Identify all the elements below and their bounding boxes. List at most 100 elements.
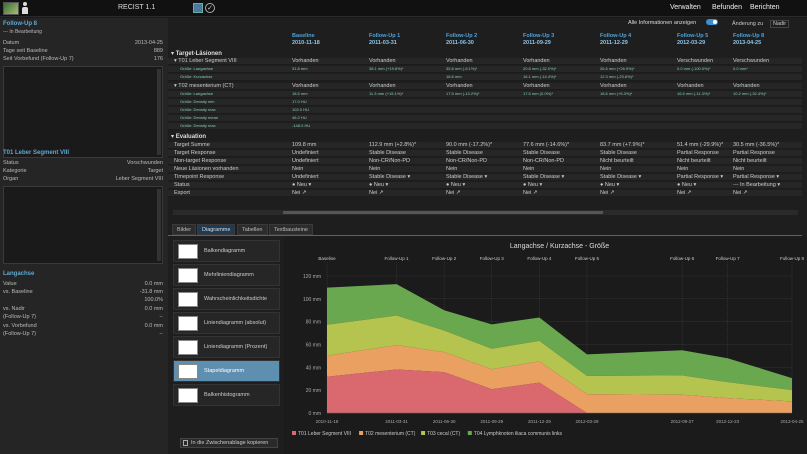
- grid-cell: Partial Response ▾: [733, 174, 780, 180]
- grid-cell: 10.2 mm (-32.4%)*: [733, 91, 767, 96]
- column-header[interactable]: Follow-Up 4 2011-12-29: [600, 33, 632, 46]
- grid-row: [168, 66, 802, 73]
- column-header[interactable]: Follow-Up 3 2011-09-29: [523, 33, 555, 46]
- grid-cell: Stable Disease ▾: [369, 174, 411, 180]
- show-all-toggle[interactable]: [706, 19, 718, 25]
- info-row-since: Seit Vorbefund (Follow-Up 7) 176: [3, 56, 163, 62]
- grid-cell: 31.8 mm: [292, 66, 308, 71]
- column-header[interactable]: Follow-Up 2 2011-06-30: [446, 33, 478, 46]
- grid-cell: Stable Disease ▾: [446, 174, 488, 180]
- stacked-area-chart: Langachse / Kurzachse - Größe 0 mm 20 mm 40…: [292, 243, 804, 437]
- lesion-notes-box[interactable]: [3, 186, 163, 264]
- grid-cell: Nein: [677, 166, 689, 172]
- grid-cell: Export: [174, 190, 190, 196]
- x-tick-label: 2011-03-31: [385, 419, 408, 424]
- menu-berichten[interactable]: Berichten: [750, 4, 780, 11]
- chart-type-density[interactable]: Wahrscheinlichkeitsdichte: [173, 288, 280, 310]
- grid-cell: 90.0 mm (-17.2%)*: [446, 142, 493, 148]
- grid-cell: Stable Disease: [369, 150, 406, 156]
- grid-row: [168, 142, 802, 149]
- column-header[interactable]: Follow-Up 8 2013-04-25: [733, 33, 765, 46]
- grid-cell: Timepoint Response: [174, 174, 225, 180]
- tab-textbausteine[interactable]: Textbausteine: [269, 224, 313, 235]
- grid-cell: 18.6 mm (+6.3%)*: [600, 91, 633, 96]
- grid-cell: Vorhanden: [733, 83, 760, 89]
- chart-type-bar[interactable]: Balkendiagramm: [173, 240, 280, 262]
- grid-cell: Stable Disease: [446, 150, 483, 156]
- grid-cell: Target Summe: [174, 142, 210, 148]
- grid-cell: ● Neu ▾: [369, 182, 389, 188]
- chart-type-histogram[interactable]: Balkenhistogramm: [173, 384, 280, 406]
- settings-icon[interactable]: [193, 3, 203, 13]
- change-to-select[interactable]: Nadir: [770, 20, 790, 28]
- column-header[interactable]: Baseline 2010-11-18: [292, 33, 320, 46]
- grid-cell: Vorhanden: [369, 83, 396, 89]
- app-logo: [3, 2, 19, 15]
- grid-cell: 0.0 mm*: [733, 66, 748, 71]
- grid-cell: Nein: [369, 166, 381, 172]
- grid-cell: 83.7 mm (+7.9%)*: [600, 142, 645, 148]
- grid-cell: 112.9 mm (+2.8%)*: [369, 142, 417, 148]
- grid-cell: 0.0 mm (-100.0%)*: [677, 66, 711, 71]
- y-tick-label: 20 mm: [306, 388, 321, 394]
- y-tick-label: 120 mm: [303, 274, 321, 280]
- column-header[interactable]: Follow-Up 1 2011-03-31: [369, 33, 401, 46]
- status-select[interactable]: --- In Bearbeitung: [3, 29, 42, 35]
- grid-cell: Vorhanden: [523, 58, 550, 64]
- lesion-row-t02[interactable]: ▾ T02 mesenterium (CT): [174, 83, 234, 89]
- grid-cell: 77.6 mm (-14.6%)*: [523, 142, 570, 148]
- grid-row: [168, 166, 802, 173]
- chart-type-line-absolute[interactable]: Liniendiagramm (absolut): [173, 312, 280, 334]
- column-header[interactable]: Follow-Up 5 2012-03-29: [677, 33, 709, 46]
- grid-cell: 26.6 mm (+26.9%)*: [600, 66, 635, 71]
- grid-cell: Vorhanden: [600, 58, 627, 64]
- patient-icon[interactable]: [22, 2, 28, 14]
- legend-label: T04 Lymphknoten iliaca communis links: [474, 431, 563, 437]
- grid-row: [168, 174, 802, 181]
- tab-tabellen[interactable]: Tabellen: [237, 224, 268, 235]
- lesion-notes-scrollbar[interactable]: [157, 189, 161, 261]
- grid-cell: Größe: Langachse: [180, 91, 214, 96]
- grid-cell: 30.5 mm (-36.5%)*: [733, 142, 780, 148]
- grid-cell: Nei ↗: [600, 190, 615, 196]
- tab-diagramme[interactable]: Diagramme: [197, 224, 236, 235]
- lesion-row-category: Kategorie Target: [3, 168, 163, 174]
- legend-swatch: [421, 431, 426, 435]
- check-icon[interactable]: ✓: [205, 3, 215, 13]
- lesion-row-t01[interactable]: ▾ T01 Leber Segment VIII: [174, 58, 237, 64]
- menu-verwalten[interactable]: Verwalten: [670, 4, 701, 11]
- grid-cell: 17.5 mm (0.0%)*: [523, 91, 554, 96]
- grid-cell: ● Neu ▾: [446, 182, 466, 188]
- grid-cell: Verschwunden: [677, 58, 714, 64]
- grid-cell: Vorhanden: [523, 83, 550, 89]
- grid-cell: --- In Bearbeitung ▾: [733, 182, 781, 188]
- notes-box[interactable]: [3, 66, 163, 158]
- langachse-row: (Follow-Up 7) --: [3, 314, 163, 320]
- chart-thumb-icon: [178, 244, 198, 259]
- chart-title: Langachse / Kurzachse - Größe: [510, 243, 609, 250]
- grid-cell: 17.0 HU: [292, 99, 307, 104]
- area-series: [327, 369, 792, 413]
- tab-bilder[interactable]: Bilder: [172, 224, 197, 235]
- y-tick-label: 80 mm: [306, 320, 321, 326]
- grid-cell: Non-CR/Non-PD: [369, 158, 410, 164]
- chart-type-stacked[interactable]: Stapeldiagramm: [173, 360, 280, 382]
- grid-row: [168, 107, 802, 114]
- copy-to-clipboard-button[interactable]: In die Zwischenablage kopieren: [180, 438, 278, 448]
- chart-area: Langachse / Kurzachse - Größe 0 mm 20 mm 40…: [284, 236, 807, 454]
- langachse-row: 100.0%: [144, 297, 163, 303]
- grid-cell: Nei ↗: [523, 190, 538, 196]
- grid-cell: ● Neu ▾: [523, 182, 543, 188]
- grid-cell: Undefiniert: [292, 174, 319, 180]
- grid-cell: Non-CR/Non-PD: [523, 158, 564, 164]
- notes-scrollbar[interactable]: [157, 69, 161, 155]
- grid-cell: Nein: [733, 166, 745, 172]
- grid-cell: 11.3 mm (+15.1%)*: [369, 91, 404, 96]
- grid-cell: Status: [174, 182, 190, 188]
- chart-type-multiline[interactable]: Mehrliniendiagramm: [173, 264, 280, 286]
- grid-cell: Vorhanden: [677, 83, 704, 89]
- grid-horizontal-scrollbar[interactable]: [173, 210, 798, 215]
- chart-type-line-percent[interactable]: Liniendiagramm (Prozent): [173, 336, 280, 358]
- grid-cell: 109.8 mm: [292, 142, 317, 148]
- menu-befunden[interactable]: Befunden: [712, 4, 742, 11]
